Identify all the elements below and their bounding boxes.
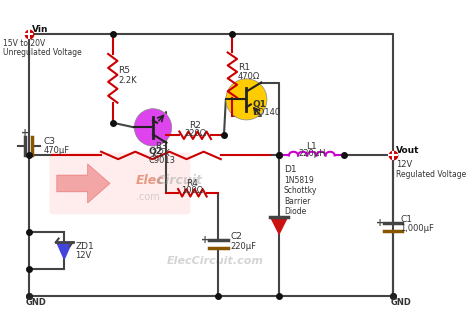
Text: 2.2K: 2.2K (152, 149, 170, 158)
Text: 12V: 12V (396, 160, 412, 169)
Text: 220μH: 220μH (298, 149, 326, 158)
Text: GND: GND (390, 298, 411, 307)
Text: Unregulated Voltage: Unregulated Voltage (2, 48, 82, 57)
Text: C2: C2 (230, 232, 242, 241)
Text: Vin: Vin (32, 25, 48, 34)
Text: Vout: Vout (396, 146, 419, 155)
Text: Barrier: Barrier (284, 197, 310, 206)
Text: 12V: 12V (75, 251, 91, 260)
Text: 1N5819: 1N5819 (284, 176, 313, 185)
Text: .com: .com (136, 193, 160, 203)
Text: 2.2K: 2.2K (118, 76, 137, 85)
Polygon shape (57, 164, 110, 203)
Polygon shape (271, 217, 288, 234)
Text: R3: R3 (155, 141, 167, 151)
Text: Elec: Elec (136, 174, 164, 187)
Text: +: + (201, 235, 210, 245)
Text: Q2: Q2 (148, 147, 162, 156)
Text: Schottky: Schottky (284, 186, 317, 195)
Text: 15V to 20V: 15V to 20V (2, 39, 45, 48)
Text: C3: C3 (44, 137, 55, 146)
Text: D1: D1 (284, 165, 296, 174)
Text: 220Ω: 220Ω (184, 129, 206, 138)
Text: R5: R5 (118, 67, 130, 75)
Text: C1: C1 (401, 215, 412, 224)
Text: L1: L1 (306, 141, 317, 151)
Text: 1,000μF: 1,000μF (401, 224, 434, 233)
Text: ElecCircuit.com: ElecCircuit.com (167, 256, 264, 266)
Text: Circuit: Circuit (156, 174, 202, 187)
Text: ZD1: ZD1 (75, 242, 94, 251)
FancyBboxPatch shape (49, 153, 191, 214)
Circle shape (226, 79, 267, 120)
Text: 470Ω: 470Ω (238, 72, 260, 81)
Text: Diode: Diode (284, 207, 306, 216)
Text: Q1: Q1 (253, 99, 266, 109)
Text: +: + (376, 218, 384, 228)
Text: 220μF: 220μF (230, 242, 256, 251)
Text: BD140: BD140 (253, 108, 281, 117)
Polygon shape (57, 242, 72, 259)
Text: 470μF: 470μF (44, 146, 70, 155)
Text: R1: R1 (238, 63, 250, 72)
Text: 100Ω: 100Ω (182, 186, 203, 195)
Text: C9013: C9013 (148, 156, 175, 165)
Text: R2: R2 (189, 121, 201, 130)
Text: Regulated Voltage: Regulated Voltage (396, 170, 466, 179)
Text: GND: GND (26, 298, 47, 307)
Text: +: + (21, 128, 29, 138)
Text: R4: R4 (186, 179, 198, 188)
Circle shape (134, 109, 172, 146)
